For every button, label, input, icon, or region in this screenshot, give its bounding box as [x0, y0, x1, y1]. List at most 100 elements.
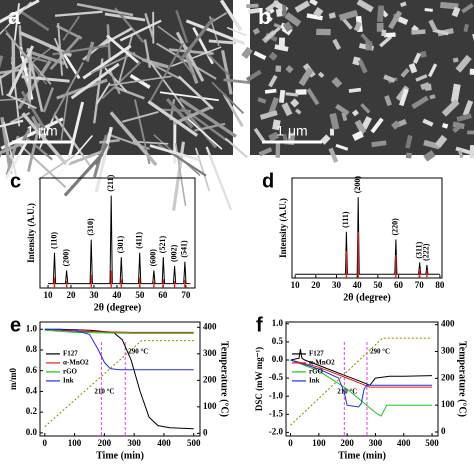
sem-feature — [381, 29, 387, 37]
y2-tick-label: 0 — [441, 426, 446, 436]
sem-feature — [55, 135, 93, 179]
sem-feature — [0, 119, 24, 128]
peak-label: (220) — [391, 218, 400, 236]
sem-feature — [222, 93, 244, 127]
sem-feature — [226, 26, 247, 37]
sem-feature — [159, 91, 219, 102]
sem-feature — [252, 27, 260, 35]
sem-feature — [246, 3, 259, 9]
sem-feature — [313, 7, 324, 18]
x-tick-label: 70 — [415, 280, 425, 290]
x-tick-label: 60 — [158, 290, 168, 300]
sem-feature — [149, 144, 200, 162]
sem-feature — [241, 46, 253, 59]
sem-feature — [415, 74, 428, 82]
sem-feature — [399, 88, 409, 107]
x-tick-label: 500 — [425, 438, 439, 448]
peak-label: (200) — [61, 249, 70, 267]
sem-feature — [335, 103, 350, 116]
sem-feature — [67, 101, 85, 159]
sem-feature — [178, 97, 237, 138]
x-tick-label: 200 — [98, 438, 112, 448]
series-line — [44, 329, 194, 334]
sem-texture — [0, 0, 263, 211]
legend-label: rGO — [63, 368, 78, 376]
sem-feature — [0, 1, 32, 35]
sem-feature — [331, 76, 343, 88]
sem-feature — [320, 134, 331, 145]
sem-feature — [332, 38, 342, 51]
sem-feature — [441, 122, 449, 129]
marker-label: 290 °C — [128, 348, 148, 356]
sem-feature — [6, 93, 37, 109]
sem-feature — [149, 42, 184, 102]
sem-feature — [126, 50, 180, 80]
peak-label: (541) — [180, 240, 189, 258]
x-tick-label: 60 — [394, 280, 404, 290]
sem-feature — [282, 5, 287, 17]
x-axis-label: 2θ (degree) — [343, 292, 391, 303]
sem-feature — [208, 39, 237, 45]
series-line — [290, 349, 433, 386]
sem-feature — [383, 32, 396, 38]
sem-feature — [440, 1, 459, 10]
sem-feature — [434, 134, 448, 148]
y-axis-label: Intensity (A.U.) — [26, 203, 36, 263]
sem-feature — [298, 67, 314, 87]
sem-feature — [206, 52, 231, 77]
sem-feature — [383, 74, 396, 83]
peak-label: (211) — [106, 174, 115, 191]
sem-feature — [219, 0, 243, 32]
y2-tick-label: 100 — [441, 399, 455, 409]
x-tick-label: 10 — [291, 280, 301, 290]
sem-feature — [194, 147, 211, 192]
sem-feature — [265, 0, 280, 12]
sem-feature — [420, 81, 431, 91]
sem-feature — [294, 0, 311, 13]
sem-feature — [329, 112, 340, 130]
sem-feature — [117, 33, 134, 85]
sem-feature — [376, 5, 385, 23]
sem-feature — [360, 103, 371, 114]
sem-feature — [26, 47, 44, 112]
sem-feature — [295, 108, 302, 115]
legend-label: α-MnO2 — [63, 359, 89, 367]
sem-feature — [317, 71, 325, 79]
x-tick-label: 20 — [311, 280, 321, 290]
plot-frame — [39, 177, 196, 289]
sem-feature — [21, 112, 68, 166]
legend-label: F127 — [309, 350, 324, 358]
sem-feature — [0, 141, 25, 155]
sem-feature — [352, 56, 361, 66]
y-tick-label: -1.0 — [269, 390, 284, 400]
sem-feature — [7, 45, 35, 97]
sem-feature — [457, 149, 464, 159]
sem-feature — [257, 97, 267, 104]
sem-feature — [25, 49, 66, 66]
sem-feature — [96, 82, 111, 105]
sem-feature — [361, 116, 372, 130]
sem-feature — [147, 100, 199, 137]
sem-feature — [101, 61, 142, 100]
sem-feature — [171, 46, 222, 67]
sem-feature — [351, 109, 359, 117]
y2-tick-label: 200 — [203, 374, 217, 384]
sem-feature — [285, 92, 299, 97]
panel-label: a — [8, 4, 21, 29]
sem-feature — [187, 118, 223, 150]
sem-feature — [175, 31, 205, 82]
x-axis-label: 2θ (degree) — [94, 302, 142, 313]
marker-label: 210 °C — [337, 388, 357, 396]
y2-tick-label: 400 — [441, 319, 455, 329]
x-tick-label: 20 — [67, 290, 77, 300]
sem-feature — [268, 131, 280, 142]
sem-feature — [104, 12, 146, 22]
sem-feature — [121, 111, 159, 123]
sem-feature — [52, 62, 84, 120]
sem-feature — [108, 75, 172, 87]
panel-label: c — [10, 170, 21, 192]
legend-label: Ink — [63, 377, 74, 385]
plot-frame — [39, 321, 201, 437]
sem-feature — [379, 35, 393, 48]
